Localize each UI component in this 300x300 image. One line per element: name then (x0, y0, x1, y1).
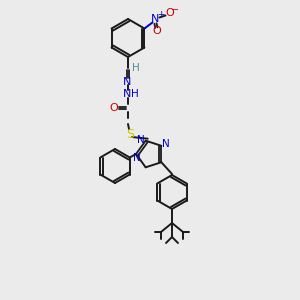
Text: +: + (157, 10, 164, 19)
Text: N: N (133, 153, 141, 163)
Text: N: N (137, 135, 145, 145)
Text: N: N (123, 77, 131, 87)
Text: S: S (126, 128, 134, 140)
Text: H: H (131, 89, 139, 99)
Text: O: O (110, 103, 118, 113)
Text: N: N (151, 14, 160, 25)
Text: N: N (123, 89, 131, 99)
Text: −: − (171, 4, 179, 14)
Text: H: H (132, 63, 140, 73)
Text: N: N (163, 139, 170, 149)
Text: O: O (165, 8, 174, 19)
Text: O: O (152, 26, 161, 35)
